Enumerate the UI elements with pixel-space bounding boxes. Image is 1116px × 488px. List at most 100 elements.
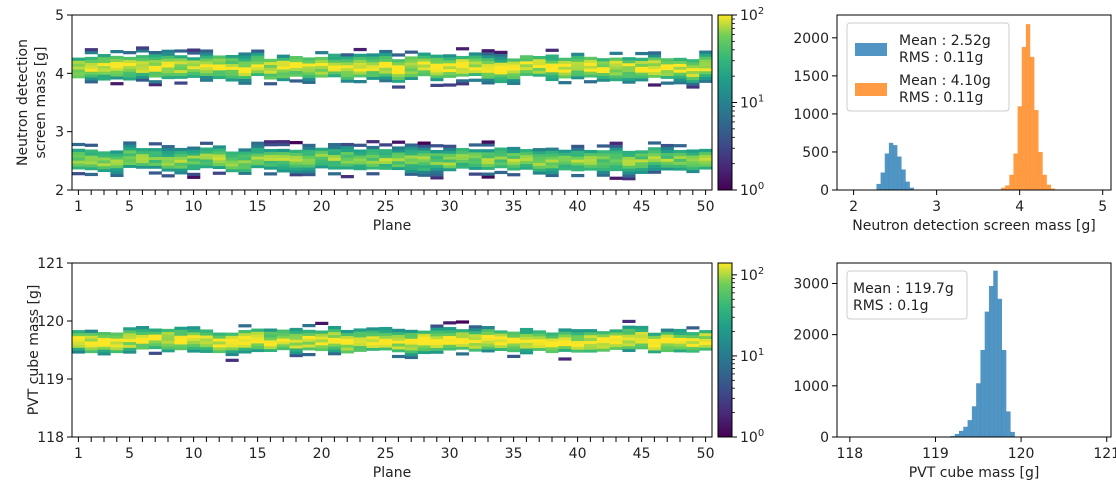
- heatmap-cell: [673, 158, 687, 162]
- heatmap-cell: [648, 350, 662, 354]
- y-tick-label: 1000: [793, 379, 829, 395]
- heatmap-cell: [660, 164, 674, 168]
- heatmap-cell: [494, 74, 508, 78]
- heatmap-cell: [276, 166, 290, 170]
- heatmap-cell: [225, 63, 239, 67]
- heatmap-cell: [379, 73, 393, 77]
- heatmap-cell: [520, 163, 534, 167]
- heatmap-cell: [187, 340, 201, 344]
- heatmap-cell: [635, 343, 649, 347]
- heatmap-cell: [468, 152, 482, 156]
- x-axis-label: Plane: [373, 465, 411, 481]
- heatmap-cell: [302, 152, 316, 156]
- heatmap-cell: [84, 65, 98, 69]
- heatmap-cell: [84, 158, 98, 162]
- heatmap-cell: [187, 172, 201, 177]
- heatmap-cell: [417, 336, 431, 340]
- heatmap-cell: [84, 332, 98, 336]
- heatmap-cell: [507, 337, 521, 341]
- heatmap-cell: [328, 157, 342, 161]
- heatmap-cell: [123, 62, 137, 66]
- heatmap-cell: [264, 157, 278, 161]
- heatmap-cell: [443, 57, 457, 61]
- heatmap-cell: [289, 353, 303, 358]
- heatmap-cell: [520, 345, 534, 349]
- heatmap-cell: [635, 161, 649, 166]
- heatmap-cell: [456, 150, 470, 155]
- heatmap-cell: [264, 76, 278, 80]
- colorbar-tick-label: 100: [740, 181, 764, 199]
- heatmap-cell: [84, 335, 98, 339]
- heatmap-cell: [340, 157, 354, 161]
- heatmap-cell: [507, 67, 521, 71]
- heatmap-cell: [481, 340, 495, 344]
- heatmap-cell: [353, 161, 367, 165]
- heatmap-cell: [545, 77, 559, 82]
- heatmap-cell: [686, 349, 700, 353]
- plot-frame: [71, 262, 713, 438]
- heatmap-cell: [97, 65, 111, 69]
- heatmap-cell: [660, 334, 674, 338]
- x-tick-label: 1: [74, 446, 83, 462]
- heatmap-cell: [456, 337, 470, 342]
- y-tick-label: 3000: [793, 276, 829, 292]
- x-tick-label: 1: [74, 199, 83, 215]
- heatmap-cell: [571, 70, 585, 74]
- heatmap-cell: [84, 329, 98, 333]
- x-axis-label: PVT cube mass [g]: [909, 465, 1040, 481]
- heatmap-cell: [353, 65, 367, 69]
- heatmap-cell: [430, 347, 444, 351]
- heatmap-cell: [123, 327, 137, 331]
- heatmap-cell: [520, 61, 534, 65]
- heatmap-cell: [558, 75, 572, 79]
- heatmap-cell: [417, 161, 431, 166]
- heatmap-cell: [161, 349, 175, 353]
- heatmap-cell: [353, 337, 367, 341]
- heatmap-cell: [660, 158, 674, 162]
- heatmap-cell: [430, 155, 444, 160]
- heatmap-cell: [417, 147, 431, 151]
- heatmap-cell: [545, 173, 559, 178]
- heatmap-cell: [648, 344, 662, 348]
- histogram-bar: [976, 383, 981, 437]
- heatmap-cell: [417, 150, 431, 154]
- histogram-series: [1000, 24, 1056, 191]
- heatmap-cell: [276, 157, 290, 161]
- heatmap-cell: [276, 140, 290, 144]
- heatmap-cell: [72, 172, 86, 176]
- heatmap-cell: [328, 145, 342, 150]
- y-tick-label: 0: [820, 183, 829, 199]
- heatmap-cell: [251, 147, 265, 151]
- heatmap-cell: [584, 332, 598, 336]
- heatmap-cell: [481, 175, 495, 179]
- y-tick-label: 121: [37, 256, 64, 272]
- x-tick-label: 50: [697, 446, 715, 462]
- heatmap-cell: [84, 167, 98, 171]
- heatmap-cell: [264, 61, 278, 65]
- x-tick-label: 119: [922, 446, 949, 462]
- heatmap-cell: [264, 154, 278, 158]
- heatmap-cell: [97, 346, 111, 350]
- heatmap-cell: [481, 72, 495, 76]
- heatmap-cell: [302, 338, 316, 342]
- heatmap-cell: [72, 60, 86, 64]
- x-tick-label: 121: [1093, 446, 1116, 462]
- heatmap-cell: [635, 159, 649, 163]
- heatmap-cell: [494, 156, 508, 160]
- heatmap-cell: [443, 63, 457, 67]
- heatmap-cell: [289, 61, 303, 66]
- heatmap-cell: [110, 153, 124, 157]
- heatmap-cell: [507, 146, 521, 151]
- histogram-bar: [897, 156, 902, 190]
- heatmap-cell: [353, 143, 367, 147]
- heatmap-cell: [456, 165, 470, 169]
- heatmap-cell: [481, 331, 495, 336]
- heatmap-cell: [673, 349, 687, 353]
- heatmap-cell: [366, 333, 380, 337]
- heatmap-cell: [609, 167, 623, 172]
- heatmap-cell: [404, 350, 418, 354]
- heatmap-cell: [571, 168, 585, 172]
- legend-box: [846, 270, 968, 320]
- heatmap-cell: [520, 327, 534, 332]
